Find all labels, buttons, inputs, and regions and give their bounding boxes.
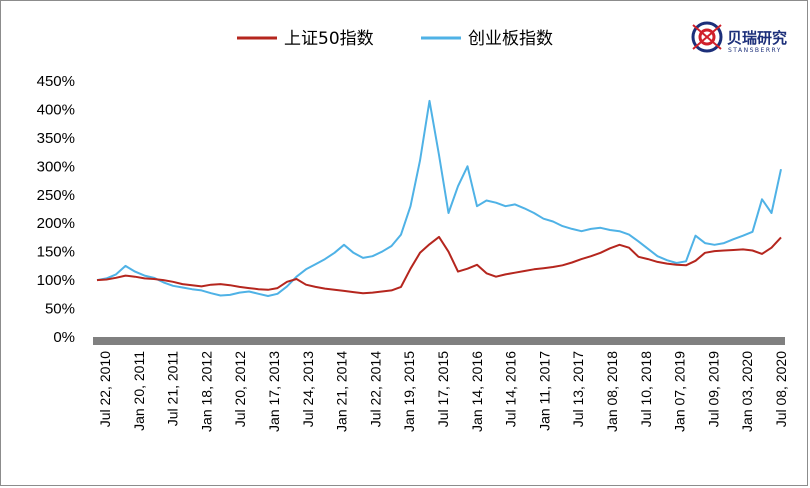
x-tick-label: Jul 24, 2013 [300,351,316,427]
logo-emblem-icon [691,21,723,53]
y-tick-label: 250% [37,187,75,204]
y-tick-label: 150% [37,244,75,261]
x-tick-label: Jul 08, 2020 [773,351,789,427]
x-tick-label: Jan 21, 2014 [334,351,350,432]
y-tick-label: 450% [37,73,75,90]
x-tick-label: Jan 08, 2018 [604,351,620,432]
x-axis: Jul 22, 2010 Jan 20, 2011 Jul 21, 2011 Jan … [97,351,789,432]
y-tick-label: 0% [53,329,75,346]
x-tick-label: Jul 09, 2019 [705,351,721,427]
x-axis-band [93,337,785,345]
legend-label-chinext: 创业板指数 [468,29,553,49]
series-line-1 [96,99,782,297]
x-tick-label: Jul 17, 2015 [435,351,451,427]
x-tick-label: Jan 18, 2012 [198,351,214,432]
x-tick-label: Jan 20, 2011 [131,351,147,431]
x-tick-label: Jan 19, 2015 [401,351,417,432]
y-tick-label: 200% [37,215,75,232]
y-tick-label: 100% [37,272,75,289]
y-tick-label: 50% [45,301,75,318]
x-tick-label: Jan 11, 2017 [536,351,552,431]
logo-sub: STANSBERRY [728,47,782,54]
plot-area [96,99,782,297]
x-tick-label: Jul 21, 2011 [165,351,181,426]
x-tick-label: Jan 03, 2020 [739,351,755,432]
x-tick-label: Jul 22, 2014 [367,351,383,427]
x-tick-label: Jul 20, 2012 [232,351,248,427]
x-tick-label: Jul 10, 2018 [638,351,654,427]
series-line-0 [96,235,782,295]
y-axis: 0% 50% 100% 150% 200% 250% 300% 350% 400% 450% [37,73,75,346]
y-tick-label: 350% [37,130,75,147]
y-tick-label: 400% [37,101,75,118]
x-tick-label: Jan 14, 2016 [469,351,485,432]
logo-name: 贝瑞研究 [727,29,787,47]
y-tick-label: 300% [37,158,75,175]
stansberry-logo: 贝瑞研究 STANSBERRY [691,21,787,54]
x-tick-label: Jul 22, 2010 [97,351,113,427]
x-tick-label: Jan 17, 2013 [266,351,282,432]
x-tick-label: Jan 07, 2019 [672,351,688,432]
x-tick-label: Jul 14, 2016 [503,351,519,427]
legend-label-sse50: 上证50指数 [284,29,374,49]
x-tick-label: Jul 13, 2017 [570,351,586,427]
legend: 上证50指数 创业板指数 [237,29,553,49]
